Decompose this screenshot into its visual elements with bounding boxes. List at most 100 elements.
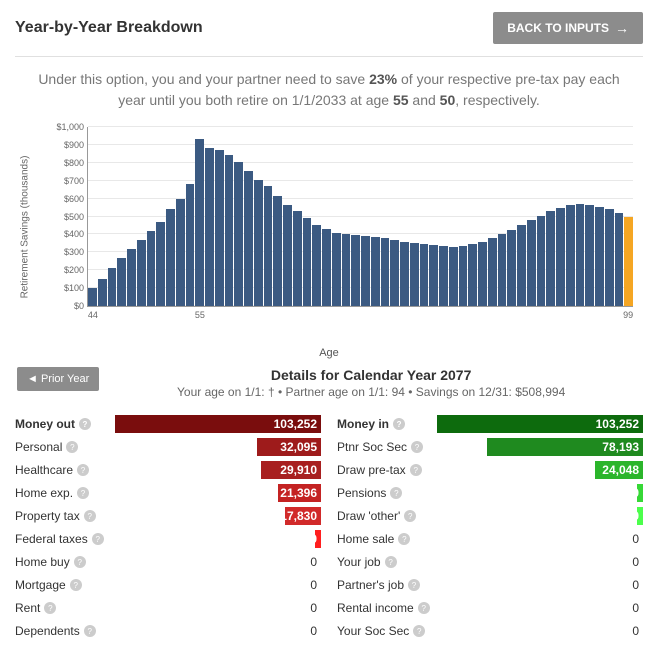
help-icon[interactable]: ? bbox=[77, 487, 89, 499]
chart-bar[interactable] bbox=[585, 205, 594, 306]
value-bar: 0 bbox=[115, 599, 321, 617]
chart-bar[interactable] bbox=[225, 155, 234, 306]
row-label: Rental income? bbox=[337, 601, 437, 615]
help-icon[interactable]: ? bbox=[92, 533, 104, 545]
help-icon[interactable]: ? bbox=[413, 625, 425, 637]
chart-bar[interactable] bbox=[351, 235, 360, 306]
chart-bar[interactable] bbox=[556, 208, 565, 306]
help-icon[interactable]: ? bbox=[393, 418, 405, 430]
chart-bar[interactable] bbox=[108, 268, 117, 306]
chart-bar[interactable] bbox=[322, 229, 331, 306]
chart-bar[interactable] bbox=[478, 242, 487, 306]
chart-bar[interactable] bbox=[137, 240, 146, 306]
chart-bar[interactable] bbox=[595, 207, 604, 306]
chart-bar[interactable] bbox=[283, 205, 292, 306]
details-subtitle: Your age on 1/1: † • Partner age on 1/1:… bbox=[15, 385, 643, 399]
chart-bar[interactable] bbox=[566, 205, 575, 306]
chart-bar[interactable] bbox=[381, 238, 390, 306]
chart-bar[interactable] bbox=[127, 249, 136, 306]
table-row: Federal taxes?2,020 bbox=[15, 528, 321, 550]
help-icon[interactable]: ? bbox=[74, 556, 86, 568]
chart-bar[interactable] bbox=[361, 236, 370, 306]
table-row: Money out?103,252 bbox=[15, 413, 321, 435]
chart-bar[interactable] bbox=[186, 184, 195, 306]
table-row: Personal?32,095 bbox=[15, 436, 321, 458]
row-label: Your Soc Sec? bbox=[337, 624, 437, 638]
chart-bar[interactable] bbox=[576, 204, 585, 306]
chart-bar[interactable] bbox=[215, 150, 224, 306]
chart-bar[interactable] bbox=[303, 218, 312, 306]
help-icon[interactable]: ? bbox=[79, 418, 91, 430]
value-bar: 17,830 bbox=[115, 507, 321, 525]
table-row: Your Soc Sec?0 bbox=[337, 620, 643, 642]
chart-bar[interactable] bbox=[332, 233, 341, 306]
chart-bar[interactable] bbox=[264, 186, 273, 306]
table-row: Money in?103,252 bbox=[337, 413, 643, 435]
chart-bar[interactable] bbox=[166, 209, 175, 306]
chart-bar[interactable] bbox=[429, 245, 438, 306]
chart-bar[interactable] bbox=[195, 139, 204, 306]
help-icon[interactable]: ? bbox=[66, 441, 78, 453]
help-icon[interactable]: ? bbox=[418, 602, 430, 614]
savings-bar-chart: Retirement Savings (thousands) $0$100$20… bbox=[45, 127, 633, 327]
chart-bar[interactable] bbox=[254, 180, 263, 306]
chart-bar[interactable] bbox=[605, 209, 614, 306]
chart-bar[interactable] bbox=[390, 240, 399, 306]
table-row: Healthcare?29,910 bbox=[15, 459, 321, 481]
help-icon[interactable]: ? bbox=[84, 510, 96, 522]
table-row: Rent?0 bbox=[15, 597, 321, 619]
back-to-inputs-button[interactable]: BACK TO INPUTS → bbox=[493, 12, 643, 44]
help-icon[interactable]: ? bbox=[404, 510, 416, 522]
chart-bar[interactable] bbox=[273, 196, 282, 306]
chart-bar[interactable] bbox=[88, 288, 97, 306]
chart-bar[interactable] bbox=[410, 243, 419, 306]
value-bar: -190 bbox=[437, 507, 643, 525]
row-label: Partner's job? bbox=[337, 578, 437, 592]
chart-bar[interactable] bbox=[205, 148, 214, 306]
chart-bar[interactable] bbox=[527, 220, 536, 306]
chart-bar[interactable] bbox=[439, 246, 448, 306]
help-icon[interactable]: ? bbox=[390, 487, 402, 499]
chart-bar[interactable] bbox=[449, 247, 458, 306]
chart-bar[interactable] bbox=[98, 279, 107, 306]
chart-bar[interactable] bbox=[312, 225, 321, 306]
row-label: Home exp.? bbox=[15, 486, 115, 500]
chart-bar[interactable] bbox=[624, 217, 633, 307]
help-icon[interactable]: ? bbox=[84, 625, 96, 637]
chart-bar[interactable] bbox=[459, 246, 468, 306]
help-icon[interactable]: ? bbox=[410, 464, 422, 476]
chart-bar[interactable] bbox=[615, 213, 624, 306]
chart-bar[interactable] bbox=[420, 244, 429, 306]
chart-bar[interactable] bbox=[498, 234, 507, 306]
table-row: Your job?0 bbox=[337, 551, 643, 573]
table-row: Partner's job?0 bbox=[337, 574, 643, 596]
chart-bar[interactable] bbox=[342, 234, 351, 306]
help-icon[interactable]: ? bbox=[70, 579, 82, 591]
value-bar: 103,252 bbox=[437, 415, 643, 433]
chart-bar[interactable] bbox=[400, 242, 409, 306]
chart-bar[interactable] bbox=[546, 211, 555, 306]
chart-bar[interactable] bbox=[147, 231, 156, 306]
chart-bar[interactable] bbox=[537, 216, 546, 306]
help-icon[interactable]: ? bbox=[398, 533, 410, 545]
money-in-table: Money in?103,252Ptnr Soc Sec?78,193Draw … bbox=[337, 413, 643, 643]
chart-bar[interactable] bbox=[117, 258, 126, 306]
chart-bar[interactable] bbox=[507, 230, 516, 306]
help-icon[interactable]: ? bbox=[408, 579, 420, 591]
chart-bar[interactable] bbox=[244, 171, 253, 306]
chart-bar[interactable] bbox=[371, 237, 380, 306]
chart-bar[interactable] bbox=[488, 238, 497, 306]
chart-bar[interactable] bbox=[156, 222, 165, 306]
table-row: Mortgage?0 bbox=[15, 574, 321, 596]
prior-year-button[interactable]: ◄ Prior Year bbox=[17, 367, 99, 391]
chart-bar[interactable] bbox=[293, 211, 302, 306]
chart-bar[interactable] bbox=[468, 244, 477, 306]
chart-bar[interactable] bbox=[176, 199, 185, 306]
help-icon[interactable]: ? bbox=[411, 441, 423, 453]
chart-bar[interactable] bbox=[234, 162, 243, 306]
help-icon[interactable]: ? bbox=[44, 602, 56, 614]
table-row: Rental income?0 bbox=[337, 597, 643, 619]
help-icon[interactable]: ? bbox=[385, 556, 397, 568]
help-icon[interactable]: ? bbox=[77, 464, 89, 476]
chart-bar[interactable] bbox=[517, 225, 526, 306]
